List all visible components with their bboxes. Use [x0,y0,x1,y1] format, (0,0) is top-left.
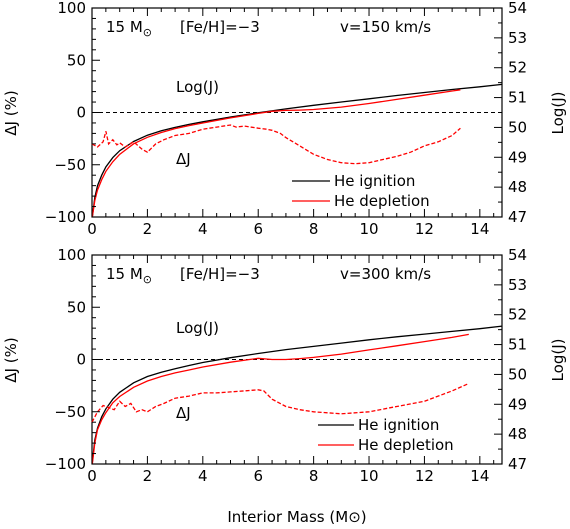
top-x-tick-label: 10 [359,220,378,238]
top-x-tick-label: 2 [143,220,153,238]
bottom-dj-annotation: ΔJ [176,404,191,422]
top-y-right-tick-label: 47 [508,208,527,226]
top-y-right-tick-label: 53 [508,29,527,47]
top-y-left-axis-label: ΔJ (%) [2,90,20,135]
bottom-x-tick-label: 14 [470,467,489,485]
bottom-y-right-tick-label: 50 [508,365,527,383]
top-x-tick-label: 14 [470,220,489,238]
bottom-y-left-tick-label: −50 [54,403,86,421]
top-y-right-tick-label: 48 [508,178,527,196]
top-y-left-tick-label: 0 [76,104,86,122]
top-x-tick-label: 6 [253,220,263,238]
top-x-tick-label: 12 [415,220,434,238]
bottom-legend-label-depletion: He depletion [358,436,454,454]
bottom-y-left-tick-label: 50 [67,298,86,316]
top-velocity-label: v=150 km/s [340,18,431,36]
top-y-right-tick-label: 52 [508,59,527,77]
bottom-x-tick-label: 8 [309,467,319,485]
bottom-legend: He ignition He depletion [318,416,454,454]
top-ticks [91,7,502,218]
x-axis-label: Interior Mass (M⊙) [227,508,366,526]
bottom-y-right-tick-label: 51 [508,336,527,354]
bottom-velocity-label: v=300 km/s [340,265,431,283]
top-curves [91,83,503,218]
bottom-y-left-axis-label: ΔJ (%) [2,337,20,382]
bottom-y-right-tick-label: 48 [508,425,527,443]
bottom-y-left-tick-label: −100 [45,455,86,473]
bottom-y-right-tick-label: 54 [508,246,527,264]
top-y-right-tick-label: 50 [508,118,527,136]
top-logj-annotation: Log(J) [176,78,219,96]
bottom-curves [91,325,503,465]
bottom-legend-label-ignition: He ignition [358,416,439,434]
bottom-x-tick-label: 4 [198,467,208,485]
top-x-tick-label: 0 [87,220,97,238]
bottom-logj-annotation: Log(J) [176,319,219,337]
bottom-series-delta-j [91,382,470,423]
bottom-series-he-ignition [91,325,503,463]
top-y-left-tick-label: 50 [67,51,86,69]
bottom-y-right-tick-label: 53 [508,276,527,294]
bottom-x-tick-label: 10 [359,467,378,485]
bottom-ticks [91,254,502,465]
top-legend: He ignition He depletion [292,172,430,210]
top-y-left-tick-label: 100 [57,0,86,17]
top-x-tick-label: 8 [309,220,319,238]
top-series-he-ignition [91,83,503,218]
top-y-right-axis-label: Log(J) [549,92,567,135]
bottom-y-left-tick-label: 100 [57,246,86,264]
bottom-ticklabels: 0 2 4 6 8 10 12 14 100 50 0 −50 −100 54 53 52 51 50 49 48 47 [45,246,527,485]
bottom-y-left-tick-label: 0 [76,351,86,369]
top-series-he-depletion [91,89,461,218]
top-ticklabels: 0 2 4 6 8 10 12 14 100 50 0 −50 −100 54 53 52 51 50 49 48 47 [45,0,527,238]
top-legend-label-ignition: He ignition [334,172,415,190]
top-legend-label-depletion: He depletion [334,192,430,210]
top-x-tick-label: 4 [198,220,208,238]
top-y-left-tick-label: −50 [54,156,86,174]
top-mass-label: 15 M⊙ [106,18,152,39]
top-dj-annotation: ΔJ [176,150,191,168]
bottom-y-right-tick-label: 47 [508,455,527,473]
bottom-y-right-tick-label: 52 [508,306,527,324]
bottom-mass-label: 15 M⊙ [106,265,152,286]
bottom-y-right-tick-label: 49 [508,395,527,413]
bottom-x-tick-label: 2 [143,467,153,485]
top-panel: 0 2 4 6 8 10 12 14 100 50 0 −50 −100 54 53 52 51 50 49 48 47… [2,0,567,238]
top-metallicity-label: [Fe/H]=−3 [180,18,260,36]
bottom-series-he-depletion [91,333,469,465]
bottom-x-tick-label: 6 [253,467,263,485]
top-y-right-tick-label: 49 [508,148,527,166]
bottom-panel: 0 2 4 6 8 10 12 14 100 50 0 −50 −100 54 53 52 51 50 49 48 47… [2,246,567,526]
top-y-left-tick-label: −100 [45,208,86,226]
bottom-x-tick-label: 0 [87,467,97,485]
top-y-right-tick-label: 51 [508,89,527,107]
bottom-x-tick-label: 12 [415,467,434,485]
bottom-y-right-axis-label: Log(J) [549,339,567,382]
top-series-delta-j [91,124,461,165]
top-y-right-tick-label: 54 [508,0,527,17]
bottom-metallicity-label: [Fe/H]=−3 [180,265,260,283]
